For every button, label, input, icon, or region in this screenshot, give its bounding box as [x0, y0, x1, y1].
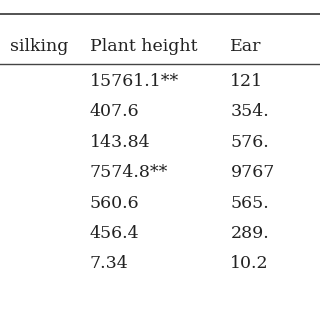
- Text: Plant height: Plant height: [90, 38, 197, 55]
- Text: 576.: 576.: [230, 134, 269, 151]
- Text: 560.6: 560.6: [90, 195, 139, 212]
- Text: 143.84: 143.84: [90, 134, 150, 151]
- Text: 354.: 354.: [230, 103, 269, 121]
- Text: Ear: Ear: [230, 38, 262, 55]
- Text: 9767: 9767: [230, 164, 275, 181]
- Text: 15761.1**: 15761.1**: [90, 73, 179, 90]
- Text: 7574.8**: 7574.8**: [90, 164, 168, 181]
- Text: silking: silking: [10, 38, 68, 55]
- Text: 289.: 289.: [230, 225, 269, 242]
- Text: 407.6: 407.6: [90, 103, 139, 121]
- Text: 7.34: 7.34: [90, 255, 128, 273]
- Text: 10.2: 10.2: [230, 255, 269, 273]
- Text: 456.4: 456.4: [90, 225, 139, 242]
- Text: 121: 121: [230, 73, 264, 90]
- Text: 565.: 565.: [230, 195, 269, 212]
